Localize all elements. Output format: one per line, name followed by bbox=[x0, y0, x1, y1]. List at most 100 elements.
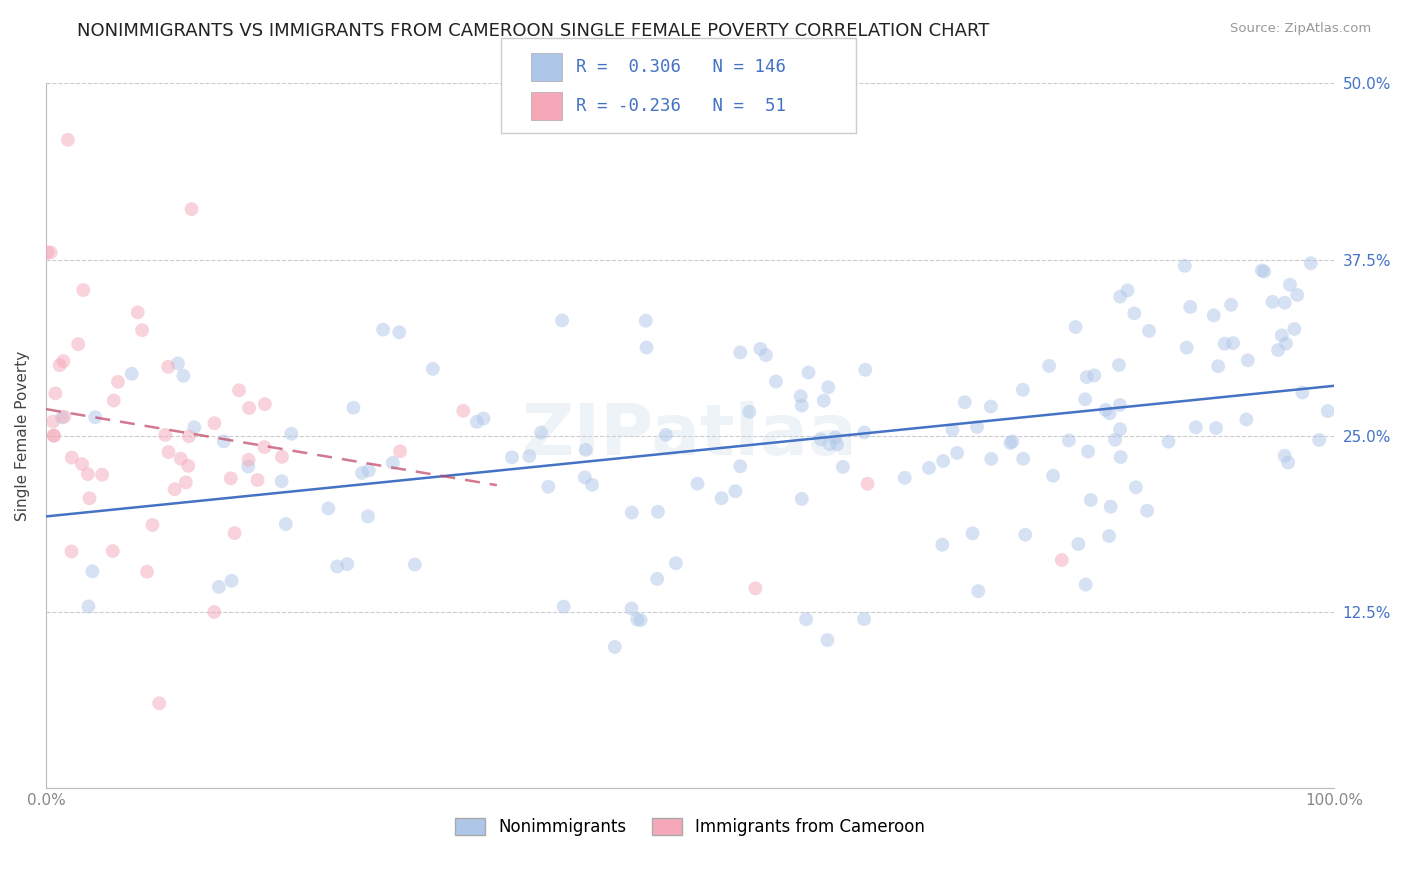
Point bbox=[48, 358, 70, 372]
Point bbox=[980, 400, 1002, 414]
Point bbox=[626, 613, 648, 627]
Point bbox=[1074, 577, 1097, 591]
Point bbox=[603, 640, 626, 654]
Point bbox=[238, 453, 260, 467]
Point bbox=[238, 459, 260, 474]
Point bbox=[274, 517, 297, 532]
Point bbox=[1185, 420, 1208, 434]
Point bbox=[270, 474, 292, 488]
Point bbox=[371, 323, 394, 337]
Point bbox=[224, 526, 246, 541]
Point bbox=[60, 544, 83, 558]
Point bbox=[79, 491, 101, 506]
Point bbox=[1234, 412, 1257, 426]
Point bbox=[946, 446, 969, 460]
Point bbox=[1174, 259, 1197, 273]
Point bbox=[530, 425, 553, 440]
Point bbox=[1042, 468, 1064, 483]
Point bbox=[710, 491, 733, 506]
Point bbox=[56, 133, 79, 147]
Point bbox=[980, 451, 1002, 466]
Point bbox=[966, 420, 988, 434]
Point bbox=[1157, 434, 1180, 449]
Point bbox=[1116, 284, 1139, 298]
Point bbox=[91, 467, 114, 482]
Point bbox=[738, 405, 761, 419]
Point bbox=[202, 605, 225, 619]
Point bbox=[70, 457, 93, 471]
Point bbox=[51, 410, 73, 425]
Point bbox=[228, 383, 250, 397]
Point bbox=[630, 613, 652, 627]
Point bbox=[853, 363, 876, 377]
Point bbox=[163, 482, 186, 496]
Point bbox=[472, 411, 495, 425]
Point bbox=[155, 428, 177, 442]
Point bbox=[686, 476, 709, 491]
Text: R = -0.236   N =  51: R = -0.236 N = 51 bbox=[576, 97, 786, 115]
Point bbox=[1108, 358, 1130, 372]
Point bbox=[180, 202, 202, 216]
Point bbox=[1012, 451, 1035, 466]
Point bbox=[183, 420, 205, 434]
Point bbox=[634, 314, 657, 328]
Point bbox=[749, 342, 772, 356]
Point bbox=[1098, 406, 1121, 420]
Point bbox=[167, 356, 190, 370]
Point bbox=[76, 467, 98, 482]
Point bbox=[1202, 309, 1225, 323]
Point bbox=[1050, 553, 1073, 567]
Point bbox=[967, 584, 990, 599]
Point bbox=[932, 454, 955, 468]
Point bbox=[1277, 456, 1299, 470]
Point bbox=[127, 305, 149, 319]
Point bbox=[744, 582, 766, 596]
Point bbox=[1220, 298, 1243, 312]
Point bbox=[853, 425, 876, 440]
Point bbox=[77, 599, 100, 614]
Text: R =  0.306   N = 146: R = 0.306 N = 146 bbox=[576, 58, 786, 76]
Point bbox=[636, 341, 658, 355]
Point bbox=[1098, 529, 1121, 543]
Point bbox=[728, 459, 751, 474]
Point bbox=[1274, 295, 1296, 310]
Point bbox=[121, 367, 143, 381]
Point bbox=[755, 348, 778, 362]
Point bbox=[336, 557, 359, 571]
Point bbox=[1094, 402, 1116, 417]
Point bbox=[537, 480, 560, 494]
Point bbox=[1057, 434, 1080, 448]
Point bbox=[1299, 256, 1322, 270]
Point bbox=[824, 431, 846, 445]
Point bbox=[1067, 537, 1090, 551]
Point bbox=[136, 565, 159, 579]
Point bbox=[665, 556, 688, 570]
Point bbox=[131, 323, 153, 337]
Point bbox=[724, 484, 747, 499]
Point bbox=[931, 538, 953, 552]
Point bbox=[82, 565, 104, 579]
Y-axis label: Single Female Poverty: Single Female Poverty bbox=[15, 351, 30, 521]
Point bbox=[318, 501, 340, 516]
Point bbox=[941, 423, 963, 437]
Point bbox=[1206, 359, 1229, 374]
Point bbox=[72, 283, 94, 297]
Point bbox=[575, 442, 598, 457]
Point bbox=[551, 313, 574, 327]
Point bbox=[1205, 421, 1227, 435]
Point bbox=[465, 415, 488, 429]
Point bbox=[148, 696, 170, 710]
Point bbox=[42, 428, 65, 442]
Point bbox=[253, 440, 276, 454]
Point bbox=[221, 574, 243, 588]
Point bbox=[1222, 336, 1244, 351]
Point bbox=[620, 506, 643, 520]
Point bbox=[953, 395, 976, 409]
Point bbox=[238, 401, 260, 415]
Point bbox=[1109, 422, 1132, 436]
Text: ZIPatlaa: ZIPatlaa bbox=[522, 401, 858, 470]
Point bbox=[1284, 322, 1306, 336]
Point bbox=[647, 505, 669, 519]
Point bbox=[388, 326, 411, 340]
Point bbox=[84, 410, 107, 425]
